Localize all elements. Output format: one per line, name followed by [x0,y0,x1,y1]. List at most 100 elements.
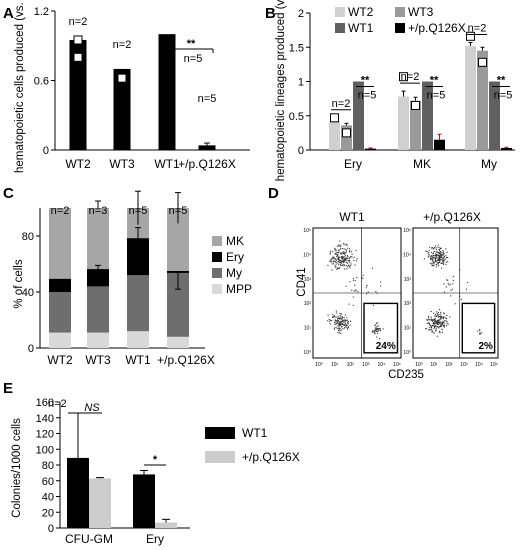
panel-letter-d: D [268,185,279,202]
panel-d-event-dot [433,324,435,326]
panel-d-event-dot [447,282,449,284]
panel-d-event-dot [438,314,440,316]
panel-d-event-dot [345,262,347,264]
panel-d-event-dot [340,263,342,265]
panel-d-x-tick-label: 10⁴ [475,362,483,368]
panel-d-event-dot [354,284,356,286]
panel-d-event-dot [377,322,379,324]
panel-d-event-dot [346,265,348,267]
panel-d-event-dot [344,319,346,321]
panel-d-event-dot [345,326,347,328]
panel-d-event-dot [426,322,428,324]
panel-e-y-tick-label: 60 [42,476,54,488]
panel-d-event-dot [332,316,334,318]
panel-d-event-dot [348,264,350,266]
panel-d-event-dot [343,321,345,323]
panel-d-event-dot [328,321,331,323]
panel-d-event-dot [338,320,340,322]
panel-d-event-dot [442,260,444,263]
panel-d-event-dot [437,320,439,322]
panel-d-gate [461,302,496,354]
panel-a-y-tick-label: 0 [43,145,49,157]
panel-b-n2-label: n=5 [427,90,446,102]
panel-d-event-dot [436,311,438,313]
panel-d-event-dot [443,263,445,265]
panel-b-data-point [478,57,487,67]
panel-c-stack-segment [49,279,71,292]
panel-e-legend-swatch [205,451,235,463]
panel-d-event-dot [467,281,469,284]
panel-b-data-point [411,100,420,110]
panel-c-chart: % of cells 0 40 80 n=2 WT2 n=3 WT3 n=5 WT1 n=5 +/p… [13,190,252,367]
panel-d-event-dot [347,262,349,264]
panel-d-event-dot [431,328,433,330]
panel-d-event-dot [347,259,349,261]
panel-d-event-dot [367,291,369,293]
panel-d-event-dot [331,263,333,265]
panel-d-event-dot [379,329,381,332]
panel-d-event-dot [341,323,344,325]
panel-d-event-dot [431,331,433,333]
panel-d-event-dot [430,319,432,321]
panel-d-event-dot [376,292,378,294]
panel-d-event-dot [334,323,336,325]
panel-d-event-dot [445,255,447,257]
panel-b-significance: ** [430,75,439,87]
panel-d-event-dot [340,324,342,326]
panel-d-event-dot [443,316,445,318]
panel-d-event-dot [344,268,346,270]
panel-e-y-tick-label: 160 [36,397,54,409]
panel-e-y-tick-label: 0 [48,523,54,535]
panel-d-event-dot [440,313,442,315]
panel-d-event-dot [339,240,341,242]
panel-b-bar [434,139,445,150]
panel-d-event-dot [439,260,441,262]
panel-d-event-dot [337,320,339,322]
panel-b-data-point [466,31,475,41]
panel-d-event-dot [432,248,434,250]
panel-d-event-dot [339,315,342,317]
panel-d-event-dot [329,252,331,254]
panel-d-event-dot [331,259,333,261]
panel-d-event-dot [348,261,350,263]
panel-d-event-dot [441,253,443,255]
panel-d-y-tick-label: 10³ [404,277,412,283]
panel-d-event-dot [341,261,343,263]
panel-d-event-dot [442,254,444,257]
panel-d-event-dot [332,256,334,258]
panel-d-event-dot [337,252,339,254]
panel-a-ylabel: hematopoietic cells produced (vs. WT1) [14,0,26,173]
panel-d-event-dot [430,310,432,313]
panel-d-event-dot [374,333,376,335]
panel-d-event-dot [375,326,377,328]
panel-b-legend-swatch [395,7,405,17]
panel-d-event-dot [337,322,339,324]
panel-d-event-dot [433,264,435,266]
panel-d-event-dot [345,243,348,245]
panel-d-event-dot [335,249,337,251]
panel-d-event-dot [348,265,350,268]
panel-d-event-dot [362,274,364,276]
panel-d-event-dot [441,322,443,324]
panel-letter-e: E [3,380,13,397]
panel-d-event-dot [437,252,439,254]
panel-d-event-dot [444,320,446,322]
panel-e-bar [155,522,177,528]
panel-b-category-label: My [481,157,497,171]
panel-d-event-dot [380,285,382,287]
panel-d-event-dot [371,267,373,269]
panel-d-event-dot [334,319,336,321]
panel-d-event-dot [445,263,447,265]
panel-d-event-dot [433,255,435,257]
panel-d-event-dot [443,259,445,262]
panel-d-event-dot [426,318,428,320]
panel-d-event-dot [336,254,338,257]
panel-d-event-dot [337,317,339,319]
panel-d-event-dot [437,311,440,314]
panel-d-event-dot [429,257,431,259]
panel-d-event-dot [442,316,444,318]
panel-d-event-dot [343,260,345,262]
panel-d-event-dot [446,251,448,253]
panel-d-event-dot [347,326,349,328]
panel-d-event-dot [434,261,436,263]
